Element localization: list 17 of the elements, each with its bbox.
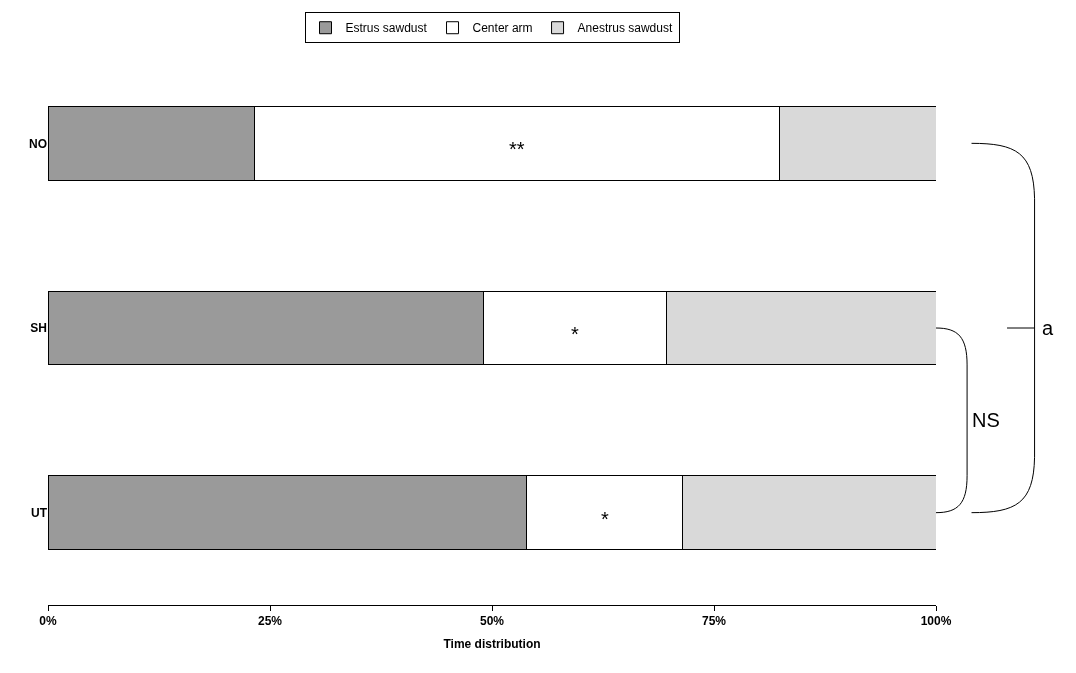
x-tick-label: 100%	[920, 614, 952, 629]
annotation: *	[601, 508, 609, 530]
annotation: **	[509, 138, 525, 160]
legend-label: Estrus sawdust	[345, 21, 428, 36]
legend-label: Center arm	[472, 21, 533, 36]
y-tick-label: NO	[29, 136, 47, 151]
x-tick-label: 0%	[39, 614, 57, 629]
legend-label: Anestrus sawdust	[577, 21, 673, 36]
y-tick-label: SH	[30, 321, 47, 336]
text: a	[1042, 317, 1054, 339]
x-tick-label: 25%	[257, 614, 283, 629]
x-tick-label: 75%	[701, 614, 727, 629]
y-tick-label: UT	[31, 505, 48, 520]
x-tick-label: 50%	[479, 614, 505, 629]
annotation: *	[571, 323, 579, 345]
text: NS	[972, 409, 1000, 431]
x-axis-title: Time distribution	[443, 637, 541, 652]
